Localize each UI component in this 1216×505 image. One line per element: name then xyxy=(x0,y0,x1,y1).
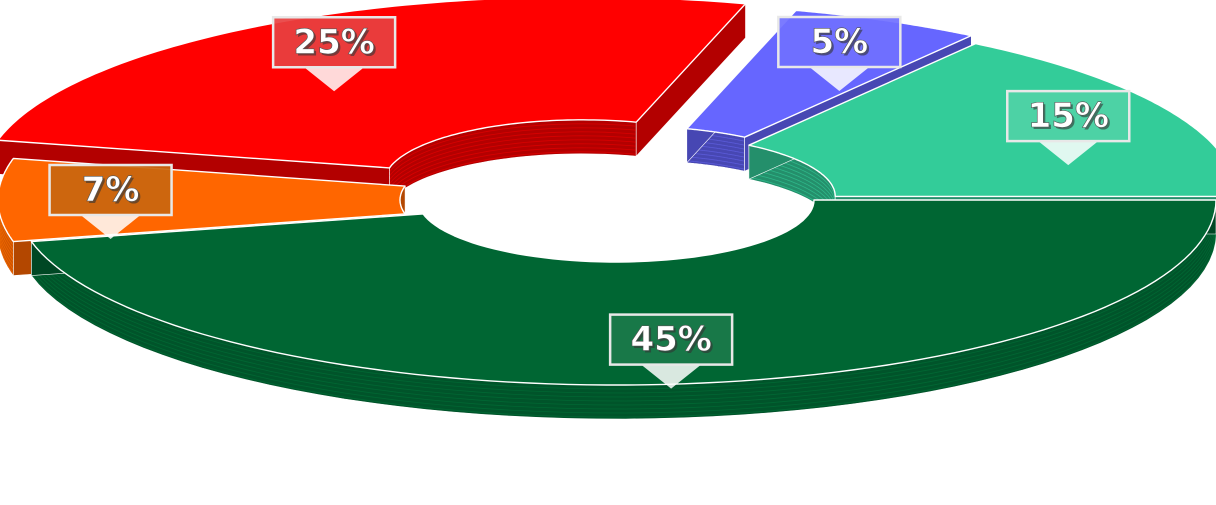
svg-text:7%: 7% xyxy=(84,172,142,212)
svg-text:7%: 7% xyxy=(82,170,140,210)
slice-45pct xyxy=(30,199,1216,420)
svg-text:5%: 5% xyxy=(812,24,870,64)
data-label-5pct: 5%5% xyxy=(777,15,902,92)
svg-text:45%: 45% xyxy=(632,322,713,362)
data-label-15pct: 15%15% xyxy=(1006,89,1131,166)
slice-45pct-top xyxy=(30,199,1216,386)
svg-text:15%: 15% xyxy=(1028,96,1109,136)
svg-text:25%: 25% xyxy=(293,22,374,62)
svg-text:45%: 45% xyxy=(630,320,711,360)
data-label-7pct: 7%7% xyxy=(48,163,173,239)
data-label-25pct: 25%25% xyxy=(271,16,397,92)
svg-text:15%: 15% xyxy=(1030,98,1111,138)
slice-15pct-top xyxy=(748,42,1216,198)
slice-25pct-top xyxy=(0,0,747,169)
svg-text:5%: 5% xyxy=(810,22,868,62)
data-label-45pct: 45%45% xyxy=(608,313,734,389)
svg-text:25%: 25% xyxy=(295,24,376,64)
